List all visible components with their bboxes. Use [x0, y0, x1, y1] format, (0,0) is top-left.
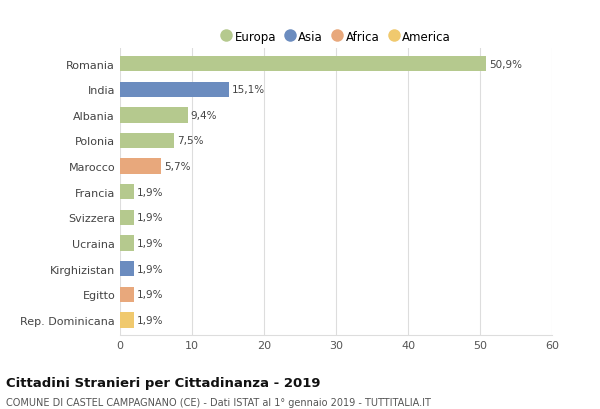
- Bar: [120, 184, 134, 200]
- Text: 1,9%: 1,9%: [137, 187, 163, 197]
- Bar: [120, 261, 134, 276]
- Bar: [120, 82, 229, 98]
- Bar: [120, 287, 134, 302]
- Bar: [120, 210, 134, 225]
- Text: 50,9%: 50,9%: [490, 59, 523, 70]
- Bar: [120, 57, 487, 72]
- Bar: [120, 133, 174, 149]
- Text: COMUNE DI CASTEL CAMPAGNANO (CE) - Dati ISTAT al 1° gennaio 2019 - TUTTITALIA.IT: COMUNE DI CASTEL CAMPAGNANO (CE) - Dati …: [6, 397, 431, 407]
- Text: 1,9%: 1,9%: [137, 264, 163, 274]
- Text: 5,7%: 5,7%: [164, 162, 190, 172]
- Bar: [120, 108, 188, 123]
- Text: 15,1%: 15,1%: [232, 85, 265, 95]
- Text: 7,5%: 7,5%: [177, 136, 203, 146]
- Text: 1,9%: 1,9%: [137, 290, 163, 299]
- Bar: [120, 236, 134, 251]
- Bar: [120, 159, 161, 174]
- Text: Cittadini Stranieri per Cittadinanza - 2019: Cittadini Stranieri per Cittadinanza - 2…: [6, 377, 320, 389]
- Text: 1,9%: 1,9%: [137, 213, 163, 223]
- Legend: Europa, Asia, Africa, America: Europa, Asia, Africa, America: [217, 26, 455, 49]
- Text: 1,9%: 1,9%: [137, 238, 163, 248]
- Text: 1,9%: 1,9%: [137, 315, 163, 325]
- Bar: [120, 312, 134, 328]
- Text: 9,4%: 9,4%: [191, 110, 217, 121]
